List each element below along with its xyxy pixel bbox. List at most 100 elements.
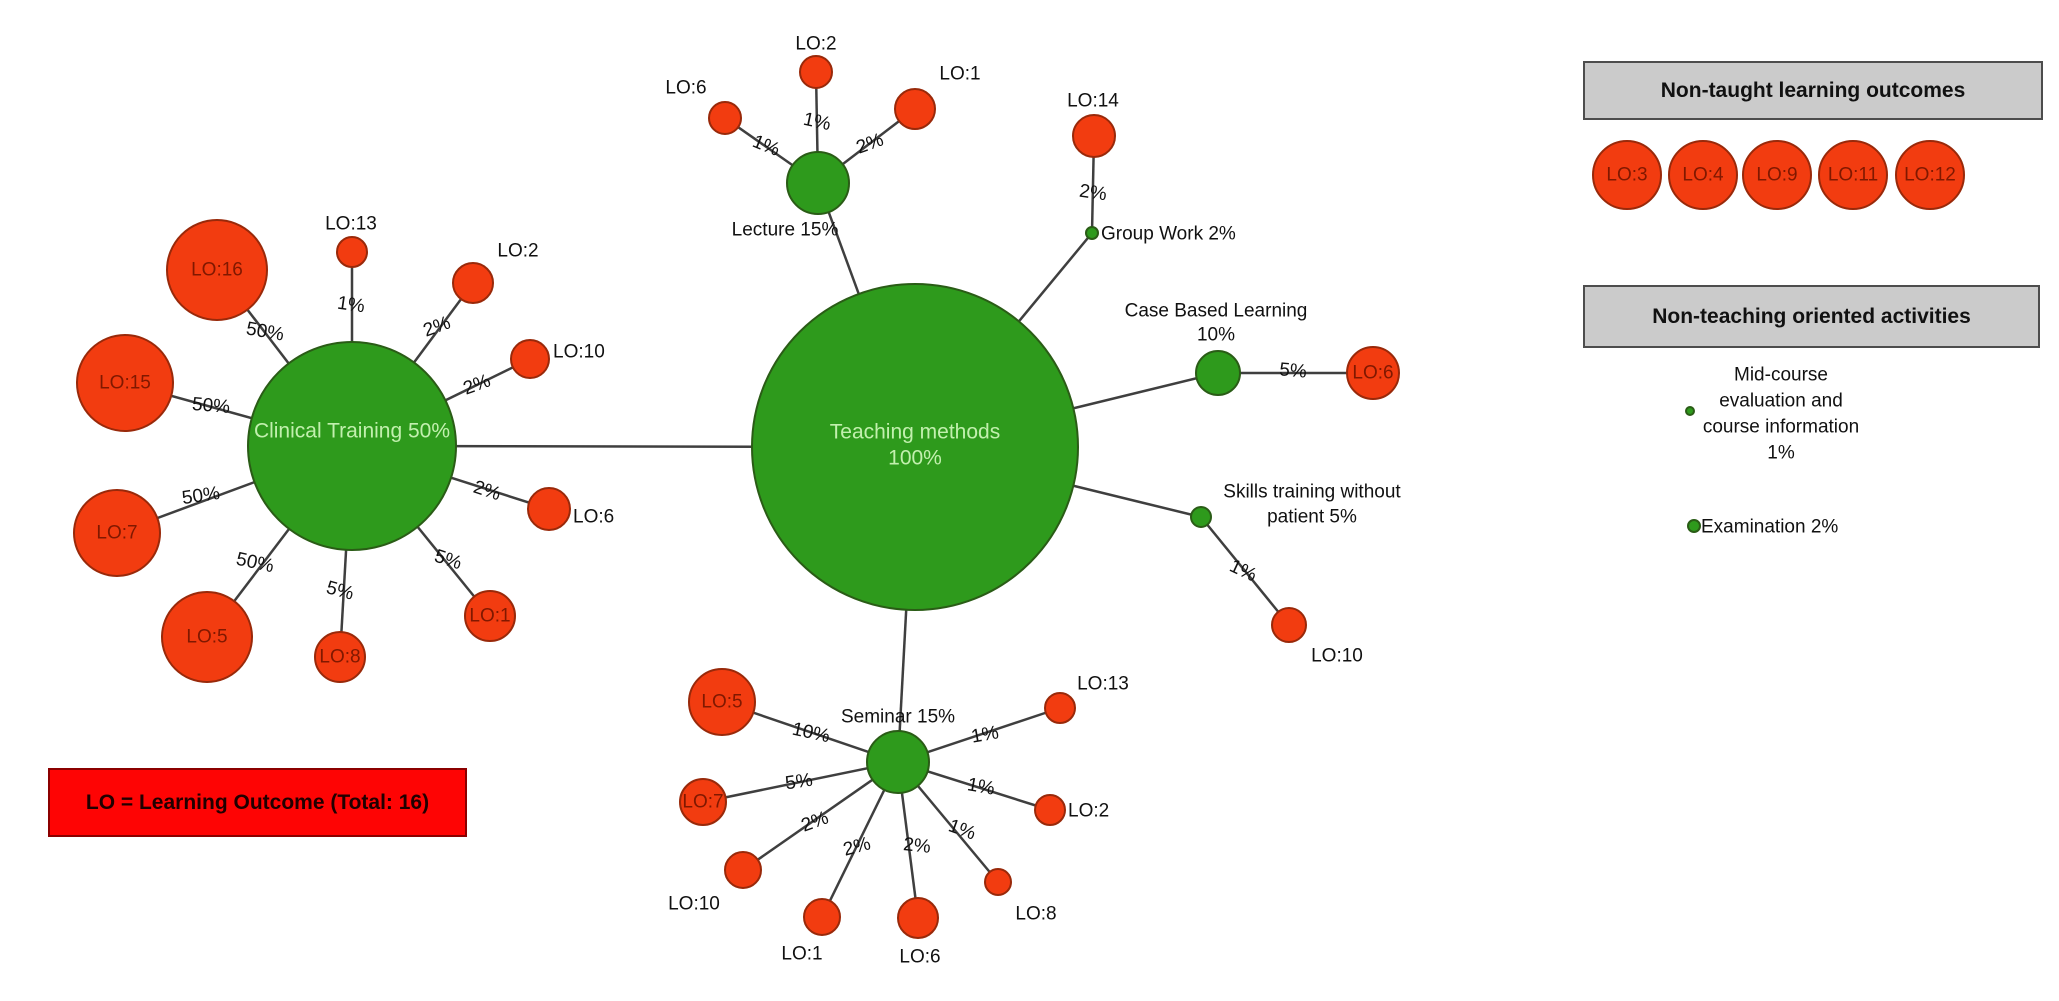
- label-casebased: Case Based Learning 10%: [1125, 301, 1308, 346]
- node-teaching: [751, 283, 1079, 611]
- edge-label-seminar-sem_lo7: 5%: [784, 770, 814, 795]
- label-lec_lo2: LO:2: [795, 34, 836, 55]
- node-sem_lo10: [724, 851, 762, 889]
- label-lec_lo6: LO:6: [665, 78, 706, 99]
- node-gw_lo14: [1072, 114, 1116, 158]
- node-clinical: [247, 341, 457, 551]
- label-sem_lo7: LO:7: [682, 792, 723, 813]
- node-lec_lo1: [894, 88, 936, 130]
- non-teaching-activities-header-label: Non-teaching oriented activities: [1652, 304, 1971, 328]
- lo-abbreviation-note: LO = Learning Outcome (Total: 16): [48, 768, 467, 837]
- label-ct_lo7: LO:7: [96, 523, 137, 544]
- edge-seminar-sem_lo7: [702, 760, 899, 804]
- node-nt_lo12: [1895, 140, 1965, 210]
- label-nt_lo11: LO:11: [1828, 165, 1878, 186]
- label-ct_lo15: LO:15: [99, 373, 151, 394]
- edge-label-seminar-sem_lo6: 2%: [902, 834, 932, 858]
- edge-label-groupwork-gw_lo14: 2%: [1078, 181, 1108, 206]
- node-ct_lo1: [464, 590, 516, 642]
- label-teaching: Teaching methods 100%: [830, 421, 1000, 470]
- edge-skills-st_lo10: [1200, 516, 1290, 626]
- node-ct_lo5: [161, 591, 253, 683]
- node-lec_lo6: [708, 101, 742, 135]
- edge-label-seminar-sem_lo8: 1%: [946, 815, 979, 844]
- edge-label-clinical-ct_lo13: 1%: [336, 293, 366, 318]
- label-st_lo10: LO:10: [1311, 646, 1363, 667]
- node-ct_lo16: [166, 219, 268, 321]
- node-nt_lo11: [1818, 140, 1888, 210]
- node-examination: [1687, 519, 1701, 533]
- node-lecture: [786, 151, 850, 215]
- label-ct_lo8: LO:8: [319, 647, 360, 668]
- node-cbl_lo6: [1346, 346, 1400, 400]
- node-ct_lo6: [527, 487, 571, 531]
- label-nt_lo3: LO:3: [1606, 165, 1647, 186]
- node-ct_lo2: [452, 262, 494, 304]
- edge-label-seminar-sem_lo2: 1%: [966, 774, 997, 799]
- node-sem_lo2: [1034, 794, 1066, 826]
- label-groupwork: Group Work 2%: [1101, 224, 1236, 245]
- non-taught-outcomes-header-label: Non-taught learning outcomes: [1660, 78, 1966, 102]
- label-nt_lo9: LO:9: [1756, 165, 1797, 186]
- node-sem_lo6: [897, 897, 939, 939]
- edge-label-seminar-sem_lo1: 2%: [841, 833, 873, 860]
- node-nt_lo9: [1742, 140, 1812, 210]
- label-lec_lo1: LO:1: [939, 64, 980, 85]
- node-ct_lo10: [510, 339, 550, 379]
- node-ct_lo8: [314, 631, 366, 683]
- edge-label-clinical-ct_lo16: 50%: [244, 318, 285, 345]
- label-clinical: Clinical Training 50%: [254, 420, 450, 443]
- node-nt_lo3: [1592, 140, 1662, 210]
- edge-label-clinical-ct_lo15: 50%: [191, 394, 231, 418]
- node-sem_lo8: [984, 868, 1012, 896]
- label-ct_lo1: LO:1: [469, 606, 510, 627]
- node-ct_lo15: [76, 334, 174, 432]
- node-sem_lo5: [688, 668, 756, 736]
- label-skills: Skills training without patient 5%: [1223, 482, 1401, 528]
- label-nt_lo4: LO:4: [1682, 165, 1724, 186]
- node-groupwork: [1085, 226, 1099, 240]
- edge-label-clinical-ct_lo8: 5%: [324, 577, 356, 604]
- edge-label-seminar-sem_lo5: 10%: [790, 719, 832, 747]
- label-ct_lo13: LO:13: [325, 214, 377, 235]
- node-st_lo10: [1271, 607, 1307, 643]
- label-cbl_lo6: LO:6: [1352, 363, 1393, 384]
- label-ct_lo5: LO:5: [186, 627, 227, 648]
- label-sem_lo10: LO:10: [668, 894, 720, 915]
- edge-label-clinical-ct_lo6: 2%: [471, 477, 504, 505]
- node-sem_lo7: [679, 778, 727, 826]
- label-seminar: Seminar 15%: [841, 707, 955, 728]
- label-sem_lo1: LO:1: [781, 944, 822, 965]
- label-lecture: Lecture 15%: [732, 220, 839, 241]
- edge-label-clinical-ct_lo10: 2%: [461, 370, 494, 399]
- label-ct_lo2: LO:2: [497, 241, 538, 262]
- label-ct_lo10: LO:10: [553, 342, 605, 363]
- label-ct_lo6: LO:6: [573, 507, 614, 528]
- node-midcourse: [1685, 406, 1695, 416]
- label-ct_lo16: LO:16: [191, 260, 243, 281]
- label-sem_lo2: LO:2: [1068, 801, 1109, 822]
- lo-abbreviation-note-label: LO = Learning Outcome (Total: 16): [85, 790, 430, 814]
- non-teaching-activities-header: Non-teaching oriented activities: [1583, 285, 2040, 348]
- label-sem_lo6: LO:6: [899, 947, 940, 968]
- non-taught-outcomes-header: Non-taught learning outcomes: [1583, 61, 2043, 120]
- node-sem_lo1: [803, 898, 841, 936]
- label-examination: Examination 2%: [1701, 517, 1838, 538]
- edge-label-casebased-cbl_lo6: 5%: [1278, 359, 1307, 382]
- node-ct_lo7: [73, 489, 161, 577]
- edge-label-lecture-lec_lo2: 1%: [801, 109, 832, 135]
- label-sem_lo5: LO:5: [701, 692, 742, 713]
- label-sem_lo13: LO:13: [1077, 674, 1129, 695]
- label-gw_lo14: LO:14: [1067, 91, 1119, 112]
- node-skills: [1190, 506, 1212, 528]
- edge-label-seminar-sem_lo13: 1%: [970, 722, 1001, 747]
- node-sem_lo13: [1044, 692, 1076, 724]
- node-casebased: [1195, 350, 1241, 396]
- label-sem_lo8: LO:8: [1015, 904, 1056, 925]
- edge-label-lecture-lec_lo6: 1%: [749, 131, 782, 161]
- label-nt_lo12: LO:12: [1904, 165, 1956, 186]
- edge-label-clinical-ct_lo1: 5%: [432, 546, 465, 574]
- node-nt_lo4: [1668, 140, 1738, 210]
